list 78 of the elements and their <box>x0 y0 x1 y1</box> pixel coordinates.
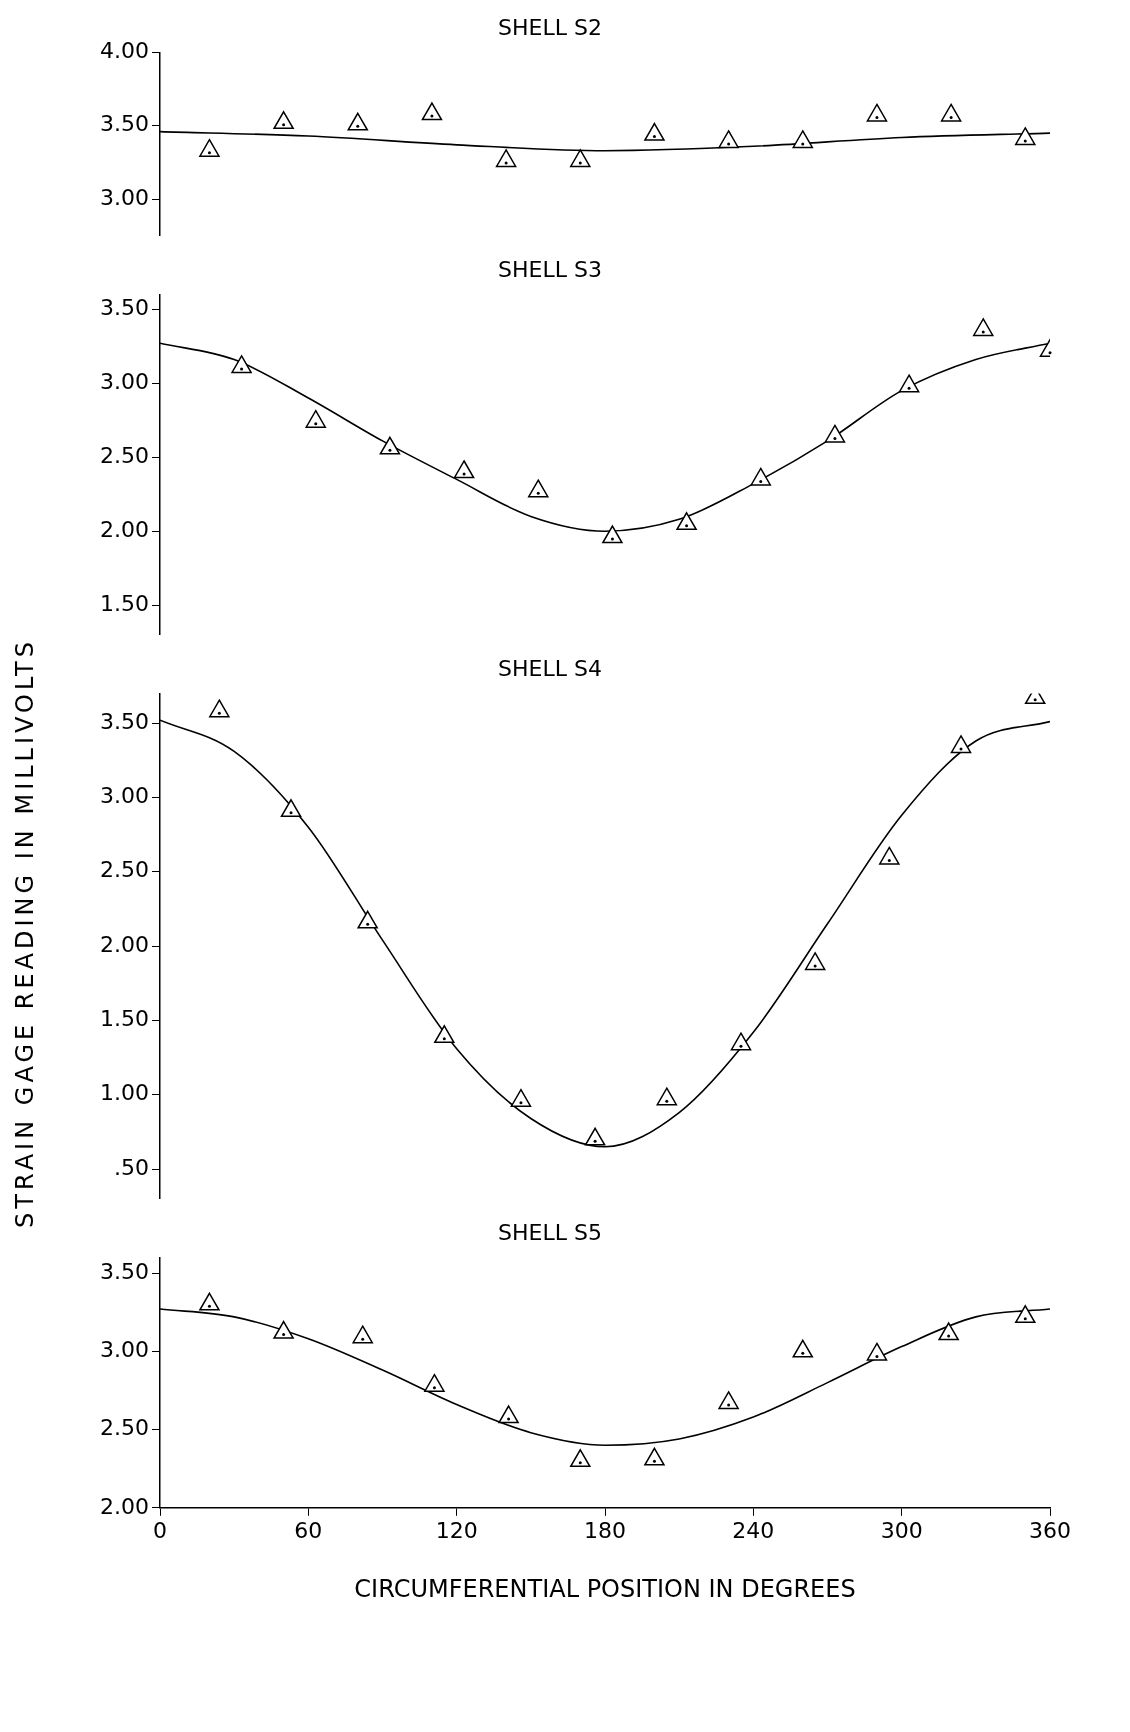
y-tick-label: 3.00 <box>100 783 149 809</box>
y-tick-label: 2.50 <box>100 1415 149 1441</box>
point <box>453 460 475 479</box>
point <box>498 1405 519 1424</box>
point <box>527 479 549 498</box>
y-tick-label: 2.00 <box>100 931 149 957</box>
point <box>898 374 920 393</box>
point <box>231 355 252 374</box>
chart-title: SHELL S5 <box>498 1219 602 1245</box>
point <box>280 799 302 818</box>
y-tick-label: .50 <box>114 1154 149 1180</box>
chart-title: SHELL S2 <box>498 14 602 40</box>
point <box>379 436 401 455</box>
y-tick-label: 1.50 <box>100 590 149 616</box>
y-tick-label: 2.50 <box>100 442 149 468</box>
point <box>510 1088 532 1107</box>
point <box>656 1087 678 1106</box>
x-tick-label: 300 <box>880 1517 923 1543</box>
x-tick-label: 0 <box>153 1517 167 1543</box>
point <box>718 1391 739 1410</box>
point <box>199 1292 220 1311</box>
y-tick-label: 3.00 <box>100 368 149 394</box>
y-tick-label: 2.50 <box>100 857 149 883</box>
point <box>938 1322 959 1341</box>
chart-title: SHELL S3 <box>498 256 602 282</box>
point <box>424 1373 445 1392</box>
point <box>421 102 443 121</box>
y-tick-label: 3.00 <box>100 1337 149 1363</box>
point <box>972 318 994 337</box>
y-axis-title: STRAIN GAGE READING IN MILLIVOLTS <box>11 638 39 1228</box>
point <box>866 103 888 122</box>
point <box>1015 127 1036 146</box>
chart-title: SHELL S4 <box>498 655 602 681</box>
y-tick-label: 1.50 <box>100 1006 149 1032</box>
point <box>644 122 665 141</box>
x-tick-label: 240 <box>732 1517 775 1543</box>
point <box>584 1127 606 1146</box>
y-tick-label: 3.00 <box>100 184 149 210</box>
y-tick-label: 2.00 <box>100 516 149 542</box>
point <box>570 149 591 168</box>
point <box>602 525 623 544</box>
y-tick-label: 3.50 <box>100 708 149 734</box>
point <box>305 409 327 428</box>
y-tick-label: 3.50 <box>100 111 149 137</box>
point <box>273 1320 294 1339</box>
point <box>804 952 826 971</box>
x-tick-label: 360 <box>1029 1517 1071 1543</box>
x-tick-label: 120 <box>435 1517 478 1543</box>
point <box>209 699 230 718</box>
point <box>434 1025 455 1044</box>
point <box>750 467 772 486</box>
point <box>357 910 378 929</box>
point <box>824 424 846 443</box>
point <box>352 1325 373 1344</box>
y-tick-label: 2.00 <box>100 1493 149 1519</box>
point <box>273 111 294 130</box>
point <box>570 1449 591 1468</box>
point <box>866 1342 888 1361</box>
y-tick-label: 3.50 <box>100 1258 149 1284</box>
point <box>792 130 814 149</box>
x-tick-label: 60 <box>294 1517 323 1543</box>
point <box>676 512 697 531</box>
point <box>347 112 369 131</box>
y-tick-label: 1.00 <box>100 1080 149 1106</box>
x-axis-title: CIRCUMFERENTIAL POSITION IN DEGREES <box>354 1574 856 1603</box>
point <box>718 130 739 149</box>
point <box>1015 1305 1036 1324</box>
point <box>879 846 900 865</box>
point <box>940 103 962 122</box>
point <box>644 1447 665 1466</box>
y-tick-label: 4.00 <box>100 38 149 64</box>
point <box>950 735 972 754</box>
point <box>199 138 220 157</box>
y-tick-label: 3.50 <box>100 294 149 320</box>
x-tick-label: 180 <box>584 1517 626 1543</box>
point <box>730 1032 752 1051</box>
point <box>792 1339 814 1358</box>
point <box>495 149 517 168</box>
